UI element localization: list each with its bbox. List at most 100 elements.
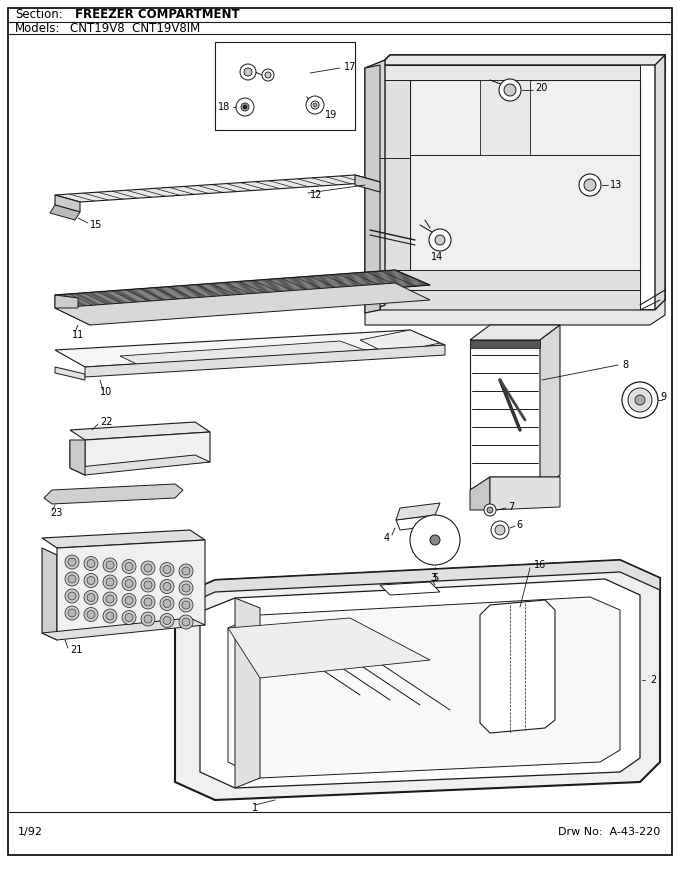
Circle shape [584, 179, 596, 191]
Polygon shape [380, 290, 640, 310]
Text: 12: 12 [310, 190, 322, 200]
Circle shape [182, 601, 190, 609]
Text: 7: 7 [508, 502, 514, 512]
Circle shape [313, 103, 317, 107]
Polygon shape [55, 175, 380, 202]
Circle shape [122, 577, 136, 590]
Polygon shape [70, 455, 210, 475]
Circle shape [265, 72, 271, 78]
Text: 13: 13 [610, 180, 622, 190]
Text: Section:: Section: [15, 9, 63, 21]
Circle shape [163, 565, 171, 573]
Polygon shape [540, 325, 560, 490]
Circle shape [68, 575, 76, 583]
Circle shape [163, 582, 171, 590]
Circle shape [84, 590, 98, 604]
Text: 11: 11 [72, 330, 84, 340]
Polygon shape [235, 598, 260, 788]
Text: 14: 14 [431, 252, 443, 262]
Circle shape [628, 388, 652, 412]
Text: 17: 17 [344, 62, 356, 72]
Circle shape [240, 64, 256, 80]
Polygon shape [355, 175, 380, 192]
Polygon shape [470, 340, 540, 490]
Circle shape [125, 596, 133, 604]
Circle shape [106, 561, 114, 569]
Polygon shape [228, 618, 430, 678]
Circle shape [103, 609, 117, 623]
Polygon shape [396, 515, 440, 530]
Polygon shape [380, 80, 410, 290]
Circle shape [84, 556, 98, 570]
Circle shape [182, 618, 190, 626]
Circle shape [144, 615, 152, 623]
Circle shape [65, 572, 79, 586]
Circle shape [68, 609, 76, 617]
Circle shape [495, 525, 505, 535]
Circle shape [306, 96, 324, 114]
Polygon shape [480, 600, 555, 733]
Polygon shape [55, 270, 430, 312]
Polygon shape [70, 440, 85, 475]
Polygon shape [410, 80, 640, 290]
Polygon shape [55, 295, 90, 325]
Circle shape [579, 174, 601, 196]
Polygon shape [360, 330, 440, 354]
Polygon shape [85, 432, 210, 470]
Circle shape [163, 617, 171, 625]
Polygon shape [42, 618, 205, 640]
Polygon shape [470, 477, 490, 510]
Text: 8: 8 [622, 360, 628, 370]
Polygon shape [228, 597, 620, 778]
Text: 6: 6 [516, 520, 522, 530]
Text: 1/92: 1/92 [18, 827, 43, 837]
Polygon shape [8, 8, 672, 855]
Circle shape [103, 592, 117, 606]
Text: 10: 10 [100, 387, 112, 397]
Polygon shape [120, 341, 370, 368]
Circle shape [179, 564, 193, 578]
Circle shape [160, 613, 174, 627]
Circle shape [244, 68, 252, 76]
Circle shape [241, 103, 249, 111]
Text: 4: 4 [384, 533, 390, 543]
Circle shape [160, 596, 174, 611]
Polygon shape [55, 367, 85, 380]
Polygon shape [380, 55, 665, 65]
Polygon shape [175, 560, 660, 800]
Circle shape [487, 507, 493, 513]
Polygon shape [655, 55, 665, 310]
Circle shape [141, 578, 155, 592]
Text: Models:: Models: [15, 21, 61, 35]
Polygon shape [70, 440, 85, 475]
Polygon shape [55, 283, 430, 325]
Circle shape [125, 613, 133, 621]
Polygon shape [470, 340, 540, 348]
Circle shape [236, 98, 254, 116]
Circle shape [106, 595, 114, 603]
Polygon shape [200, 579, 640, 788]
Circle shape [106, 578, 114, 586]
Circle shape [65, 606, 79, 620]
Circle shape [106, 612, 114, 620]
Polygon shape [42, 530, 205, 548]
Circle shape [122, 560, 136, 573]
Circle shape [125, 562, 133, 570]
Text: 1: 1 [252, 803, 258, 813]
Circle shape [87, 594, 95, 602]
Circle shape [87, 611, 95, 619]
Circle shape [141, 612, 155, 626]
Circle shape [163, 600, 171, 608]
Polygon shape [55, 195, 80, 212]
Text: 5: 5 [432, 573, 438, 583]
Text: 15: 15 [90, 220, 103, 230]
Circle shape [160, 579, 174, 594]
Text: Drw No:  A-43-220: Drw No: A-43-220 [558, 827, 660, 837]
Polygon shape [50, 205, 80, 220]
Circle shape [243, 105, 247, 109]
Circle shape [491, 521, 509, 539]
Circle shape [429, 229, 451, 251]
Text: 23: 23 [50, 508, 63, 518]
Circle shape [144, 581, 152, 589]
Polygon shape [215, 42, 355, 130]
